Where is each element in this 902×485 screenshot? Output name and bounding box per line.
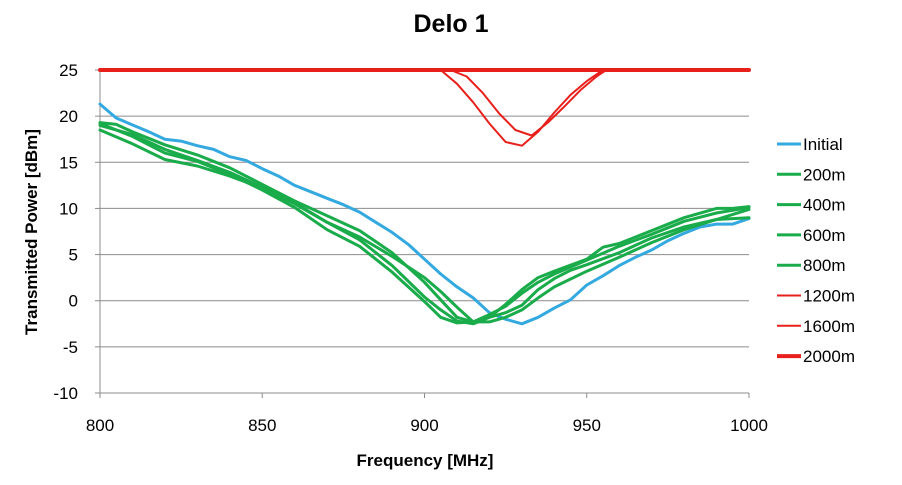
x-tick-label: 1000 [730,416,768,435]
x-tick-label: 900 [410,416,438,435]
y-axis-label: Transmitted Power [dBm] [22,129,41,335]
y-tick-label: -10 [53,384,78,403]
legend: Initial 200m 400m 600m 800m 1200m 1600m 2000m [777,135,855,366]
y-tick-label: 0 [69,292,78,311]
x-axis-label: Frequency [MHz] [357,451,494,470]
series-line-1200m [99,69,750,147]
legend-label-600m: 600m [803,226,846,245]
x-tick-label: 850 [248,416,276,435]
series-line-800m [98,122,751,325]
legend-label-2000m: 2000m [803,347,855,366]
legend-label-1200m: 1200m [803,287,855,306]
y-tick-label: 25 [59,61,78,80]
y-tick-label: 5 [69,246,78,265]
series-lines [98,68,751,326]
legend-label-400m: 400m [803,196,846,215]
series-line-1600m [99,69,750,137]
y-tick-label: 15 [59,153,78,172]
legend-label-200m: 200m [803,165,846,184]
series-line-Initial [98,102,751,326]
x-tick-label: 950 [573,416,601,435]
y-tick-label: 20 [59,107,78,126]
x-tick-labels: 800 850 900 950 1000 [86,416,768,435]
legend-label-800m: 800m [803,256,846,275]
series-line-200m [98,121,751,324]
series-line-400m [98,128,751,324]
y-tick-label: -5 [63,338,78,357]
x-tick-label: 800 [86,416,114,435]
y-tick-label: 10 [59,199,78,218]
legend-label-1600m: 1600m [803,317,855,336]
chart-title: Delo 1 [413,10,489,38]
series-line-600m [98,123,751,326]
legend-label-Initial: Initial [803,135,843,154]
y-tick-labels: -10 -5 0 5 10 15 20 25 [53,61,78,403]
